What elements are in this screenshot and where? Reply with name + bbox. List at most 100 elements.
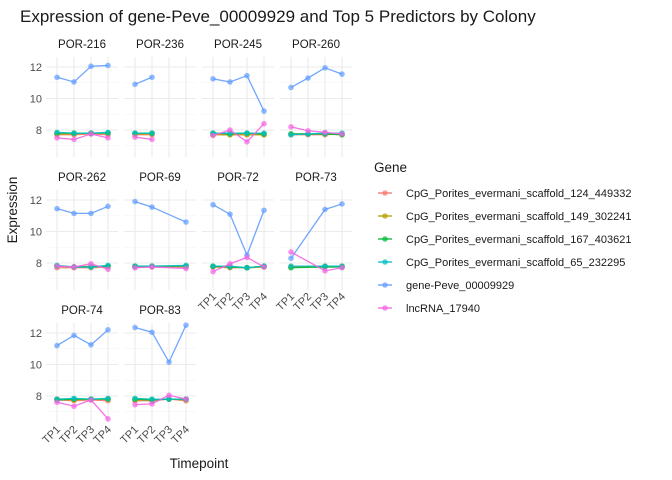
facet-strip-label: POR-216 (58, 39, 106, 51)
legend-label: CpG_Porites_evermani_scaffold_65_232295 (406, 257, 625, 269)
data-point (132, 401, 138, 408)
data-point (71, 264, 77, 270)
facet-strip-label: POR-72 (217, 172, 259, 184)
data-point (88, 63, 94, 70)
data-point (166, 392, 172, 399)
data-point (88, 397, 94, 403)
data-point (132, 81, 138, 88)
series-lncRNA_17940 (132, 264, 189, 272)
data-point (105, 395, 111, 402)
series-line (57, 133, 109, 136)
y-tick-label: 8 (36, 391, 42, 403)
series-line (290, 126, 343, 135)
data-point (105, 266, 111, 273)
data-point (244, 254, 250, 261)
facet-strip-label: POR-69 (139, 172, 181, 184)
data-point (288, 263, 294, 269)
series-lncRNA_17940 (54, 260, 111, 273)
series-line (212, 204, 265, 257)
series-line (212, 123, 265, 143)
series-line (56, 263, 109, 270)
data-point (54, 74, 60, 81)
y-tick-label: 8 (36, 258, 42, 270)
series-lncRNA_17940 (132, 134, 155, 143)
data-point (261, 264, 267, 270)
data-point (149, 264, 155, 270)
data-point (149, 204, 155, 210)
series-gene-Peve_00009929 (132, 322, 189, 365)
data-point (105, 262, 111, 269)
legend-item: gene-Peve_00009929 (378, 280, 514, 292)
legend-label: CpG_Porites_evermani_scaffold_149_302241 (406, 211, 631, 223)
data-point (210, 263, 216, 269)
data-point (322, 129, 328, 136)
legend-key-point (382, 213, 388, 219)
data-point (183, 322, 189, 328)
data-point (261, 207, 267, 214)
data-point (210, 76, 216, 82)
legend-key-point (382, 282, 388, 288)
series-lncRNA_17940 (54, 397, 111, 422)
data-point (244, 139, 250, 145)
data-point (322, 263, 328, 269)
legend-key-point (382, 259, 388, 265)
series-line (56, 131, 109, 134)
data-point (54, 263, 60, 269)
data-point (288, 131, 294, 138)
data-point (88, 342, 94, 348)
legend-key-point (382, 236, 388, 242)
series-line (56, 399, 109, 402)
series-line (212, 74, 265, 112)
x-tick-label: TP4 (325, 291, 348, 314)
facet-strip-label: POR-74 (61, 305, 103, 317)
data-point (54, 205, 60, 212)
data-point (288, 255, 294, 262)
data-point (244, 130, 250, 136)
data-point (183, 396, 189, 402)
series-line (290, 266, 342, 269)
data-point (71, 395, 77, 402)
data-point (105, 135, 111, 141)
data-point (339, 201, 345, 207)
data-point (339, 71, 345, 77)
legend-item: CpG_Porites_evermani_scaffold_65_232295 (378, 257, 625, 269)
data-point (88, 210, 94, 217)
y-tick-label: 10 (30, 227, 42, 239)
data-point (132, 198, 138, 205)
data-point (54, 135, 60, 141)
data-point (132, 395, 138, 402)
series-line (213, 265, 265, 269)
facet-strip-label: POR-73 (295, 172, 337, 184)
series-CpG_Porites_evermani_scaffold_167_403621 (288, 264, 345, 271)
data-point (322, 206, 328, 213)
data-point (105, 416, 111, 422)
y-tick-label: 10 (30, 360, 42, 372)
series-CpG_Porites_evermani_scaffold_65_232295 (132, 130, 155, 136)
y-axis-title: Expression (5, 177, 20, 244)
series-gene-Peve_00009929 (54, 327, 111, 349)
data-point (54, 129, 60, 136)
data-point (227, 260, 233, 267)
data-point (71, 130, 77, 136)
series-lncRNA_17940 (288, 124, 345, 137)
series-line (134, 136, 153, 141)
data-point (71, 136, 77, 143)
data-point (227, 127, 233, 133)
series-lncRNA_17940 (288, 249, 345, 274)
data-point (71, 403, 77, 410)
series-lncRNA_17940 (54, 131, 111, 143)
series-lncRNA_17940 (210, 254, 267, 275)
data-point (88, 260, 94, 267)
data-point (132, 264, 138, 271)
facet-strip-label: POR-236 (136, 39, 184, 51)
data-point (71, 79, 77, 85)
data-point (149, 329, 155, 336)
series-line (212, 256, 265, 273)
series-line (134, 200, 187, 223)
panel-por-69: POR-69 (124, 172, 196, 290)
panel-por-216: POR-216 8 10 12 (30, 39, 118, 157)
data-point (105, 129, 111, 136)
